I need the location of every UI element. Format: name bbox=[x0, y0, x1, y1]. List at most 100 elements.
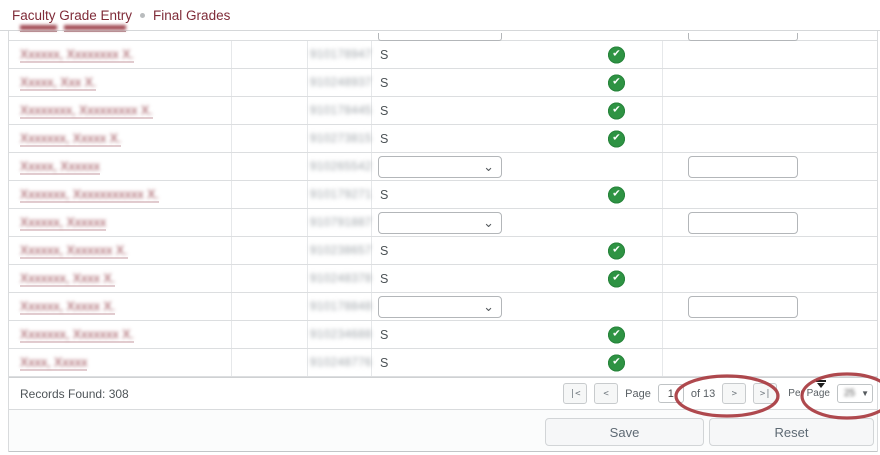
student-id: 910178947 bbox=[310, 48, 373, 61]
student-id: 910178445 bbox=[310, 104, 373, 117]
last-page-button[interactable]: >| bbox=[753, 383, 778, 404]
records-found-label: Records Found: 308 bbox=[20, 386, 129, 401]
student-name-text: Xxxxxxxx, Xxxxxxxxx X. bbox=[20, 103, 153, 117]
final-grade-value: S bbox=[380, 47, 389, 62]
final-grade-value: S bbox=[380, 271, 389, 286]
chevron-down-icon: ▼ bbox=[861, 389, 869, 398]
student-name-text: Xxxxxxx, Xxxxxxxxxxx X. bbox=[20, 187, 159, 201]
rolled-check-icon bbox=[608, 74, 625, 91]
rolled-check-icon bbox=[608, 102, 625, 119]
student-name-text: Xxxxxx, Xxxxxxxx X. bbox=[20, 47, 134, 61]
student-id: 910238657 bbox=[310, 244, 373, 257]
student-name-link[interactable]: Xxxxxxx, Xxxx X. bbox=[20, 271, 116, 286]
breadcrumb-current: Final Grades bbox=[153, 7, 231, 23]
last-attended-input[interactable] bbox=[688, 295, 798, 318]
per-page-label: Per Page bbox=[788, 388, 830, 399]
student-grade-row: Xxxx, Xxxxx 910248776 S ⌄ bbox=[9, 349, 877, 377]
final-grade-value: S bbox=[380, 75, 389, 90]
student-id: 910265542 bbox=[310, 160, 373, 173]
final-grade-select[interactable]: ⌄ bbox=[378, 155, 502, 178]
final-grade-value: S bbox=[380, 131, 389, 146]
clipped-student-name-fragment bbox=[64, 25, 126, 30]
per-page-value: 25 bbox=[844, 388, 856, 399]
clipped-name-underline bbox=[64, 31, 126, 32]
student-id: 910248378 bbox=[310, 272, 373, 285]
student-name-link[interactable]: Xxxxx, Xxx X. bbox=[20, 75, 97, 90]
per-page-select[interactable]: 25 ▼ bbox=[837, 384, 873, 403]
student-grade-row: Xxxxx, Xxxxxx 910265542 ⌄ bbox=[9, 153, 877, 181]
student-name-link[interactable]: Xxxxxx, Xxxxxxx X. bbox=[20, 243, 128, 258]
student-grade-row: Xxxxxxx, Xxxxxxxxxxx X. 910179271 S ⌄ bbox=[9, 181, 877, 209]
final-grade-select[interactable]: ⌄ bbox=[378, 295, 502, 318]
student-name-link[interactable]: Xxxx, Xxxxx bbox=[20, 355, 88, 370]
column-divider bbox=[371, 41, 372, 377]
student-name-text: Xxxxx, Xxxxxx bbox=[20, 159, 100, 173]
student-id: 910273815 bbox=[310, 132, 373, 145]
chevron-down-icon: ⌄ bbox=[483, 298, 494, 314]
column-divider bbox=[662, 41, 663, 377]
clipped-row-above bbox=[9, 31, 877, 41]
student-id: 910791887 bbox=[310, 216, 373, 229]
chevron-down-icon: ⌄ bbox=[483, 214, 494, 230]
student-grade-row: Xxxxxxx, Xxxxxxx X. 910234688 S ⌄ bbox=[9, 321, 877, 349]
pagination: |< < Page of 13 > >| Per Page 25 ▼ bbox=[563, 383, 873, 404]
student-grade-row: Xxxxxx, Xxxxxx 910791887 ⌄ bbox=[9, 209, 877, 237]
student-name-text: Xxxxxxx, Xxxxx X. bbox=[20, 131, 122, 145]
student-name-link[interactable]: Xxxxxxx, Xxxxx X. bbox=[20, 131, 122, 146]
breadcrumb-parent-link[interactable]: Faculty Grade Entry bbox=[12, 7, 133, 23]
final-grade-value: S bbox=[380, 187, 389, 202]
student-grade-row: Xxxxxxx, Xxxxx X. 910273815 S ⌄ bbox=[9, 125, 877, 153]
final-grade-value: S bbox=[380, 243, 389, 258]
next-page-button[interactable]: > bbox=[722, 383, 747, 404]
student-grade-row: Xxxxxxxx, Xxxxxxxxx X. 910178445 S ⌄ bbox=[9, 97, 877, 125]
save-button[interactable]: Save bbox=[545, 418, 704, 446]
student-grade-row: Xxxxxx, Xxxxx X. 910178848 ⌄ bbox=[9, 293, 877, 321]
student-name-text: Xxxxxx, Xxxxxx bbox=[20, 215, 107, 229]
clipped-name-underline bbox=[20, 31, 57, 32]
rolled-check-icon bbox=[608, 130, 625, 147]
action-bar: Save Reset bbox=[9, 409, 877, 452]
student-name-text: Xxxxxx, Xxxxx X. bbox=[20, 299, 116, 313]
student-grade-row: Xxxxxxx, Xxxx X. 910248378 S ⌄ bbox=[9, 265, 877, 293]
column-divider bbox=[307, 41, 308, 377]
student-id: 910179271 bbox=[310, 188, 373, 201]
student-name-link[interactable]: Xxxxxxx, Xxxxxxxxxxx X. bbox=[20, 187, 159, 202]
final-grade-select[interactable]: ⌄ bbox=[378, 211, 502, 234]
final-grade-value: S bbox=[380, 103, 389, 118]
prev-page-button[interactable]: < bbox=[594, 383, 619, 404]
student-name-text: Xxxx, Xxxxx bbox=[20, 355, 88, 369]
student-name-link[interactable]: Xxxxx, Xxxxxx bbox=[20, 159, 100, 174]
student-id: 910248937 bbox=[310, 76, 373, 89]
student-id: 910234688 bbox=[310, 328, 373, 341]
last-attended-input[interactable] bbox=[688, 155, 798, 178]
rolled-check-icon bbox=[608, 270, 625, 287]
student-id: 910248776 bbox=[310, 356, 373, 369]
student-name-text: Xxxxx, Xxx X. bbox=[20, 75, 97, 89]
clipped-last-attended-input[interactable] bbox=[688, 33, 798, 41]
column-divider bbox=[231, 41, 232, 377]
breadcrumb-separator-dot bbox=[140, 12, 146, 18]
student-name-text: Xxxxxxx, Xxxxxxx X. bbox=[20, 327, 134, 341]
first-page-button[interactable]: |< bbox=[563, 383, 588, 404]
student-name-text: Xxxxxx, Xxxxxxx X. bbox=[20, 243, 128, 257]
rolled-check-icon bbox=[608, 242, 625, 259]
student-name-link[interactable]: Xxxxxxx, Xxxxxxx X. bbox=[20, 327, 134, 342]
rolled-check-icon bbox=[608, 46, 625, 63]
student-grade-row: Xxxxxx, Xxxxxxx X. 910238657 S ⌄ bbox=[9, 237, 877, 265]
rolled-check-icon bbox=[608, 354, 625, 371]
page-number-input[interactable] bbox=[657, 384, 684, 403]
student-name-text: Xxxxxxx, Xxxx X. bbox=[20, 271, 116, 285]
student-name-link[interactable]: Xxxxxxxx, Xxxxxxxxx X. bbox=[20, 103, 153, 118]
clipped-student-name-fragment bbox=[20, 25, 57, 30]
reset-button[interactable]: Reset bbox=[709, 418, 874, 446]
student-name-link[interactable]: Xxxxxx, Xxxxxx bbox=[20, 215, 107, 230]
clipped-grade-select[interactable] bbox=[378, 33, 502, 41]
student-id: 910178848 bbox=[310, 300, 373, 313]
final-grade-value: S bbox=[380, 327, 389, 342]
student-name-link[interactable]: Xxxxxx, Xxxxxxxx X. bbox=[20, 47, 134, 62]
student-grade-row: Xxxxx, Xxx X. 910248937 S ⌄ bbox=[9, 69, 877, 97]
last-attended-input[interactable] bbox=[688, 211, 798, 234]
page-label: Page bbox=[625, 387, 651, 400]
student-name-link[interactable]: Xxxxxx, Xxxxx X. bbox=[20, 299, 116, 314]
